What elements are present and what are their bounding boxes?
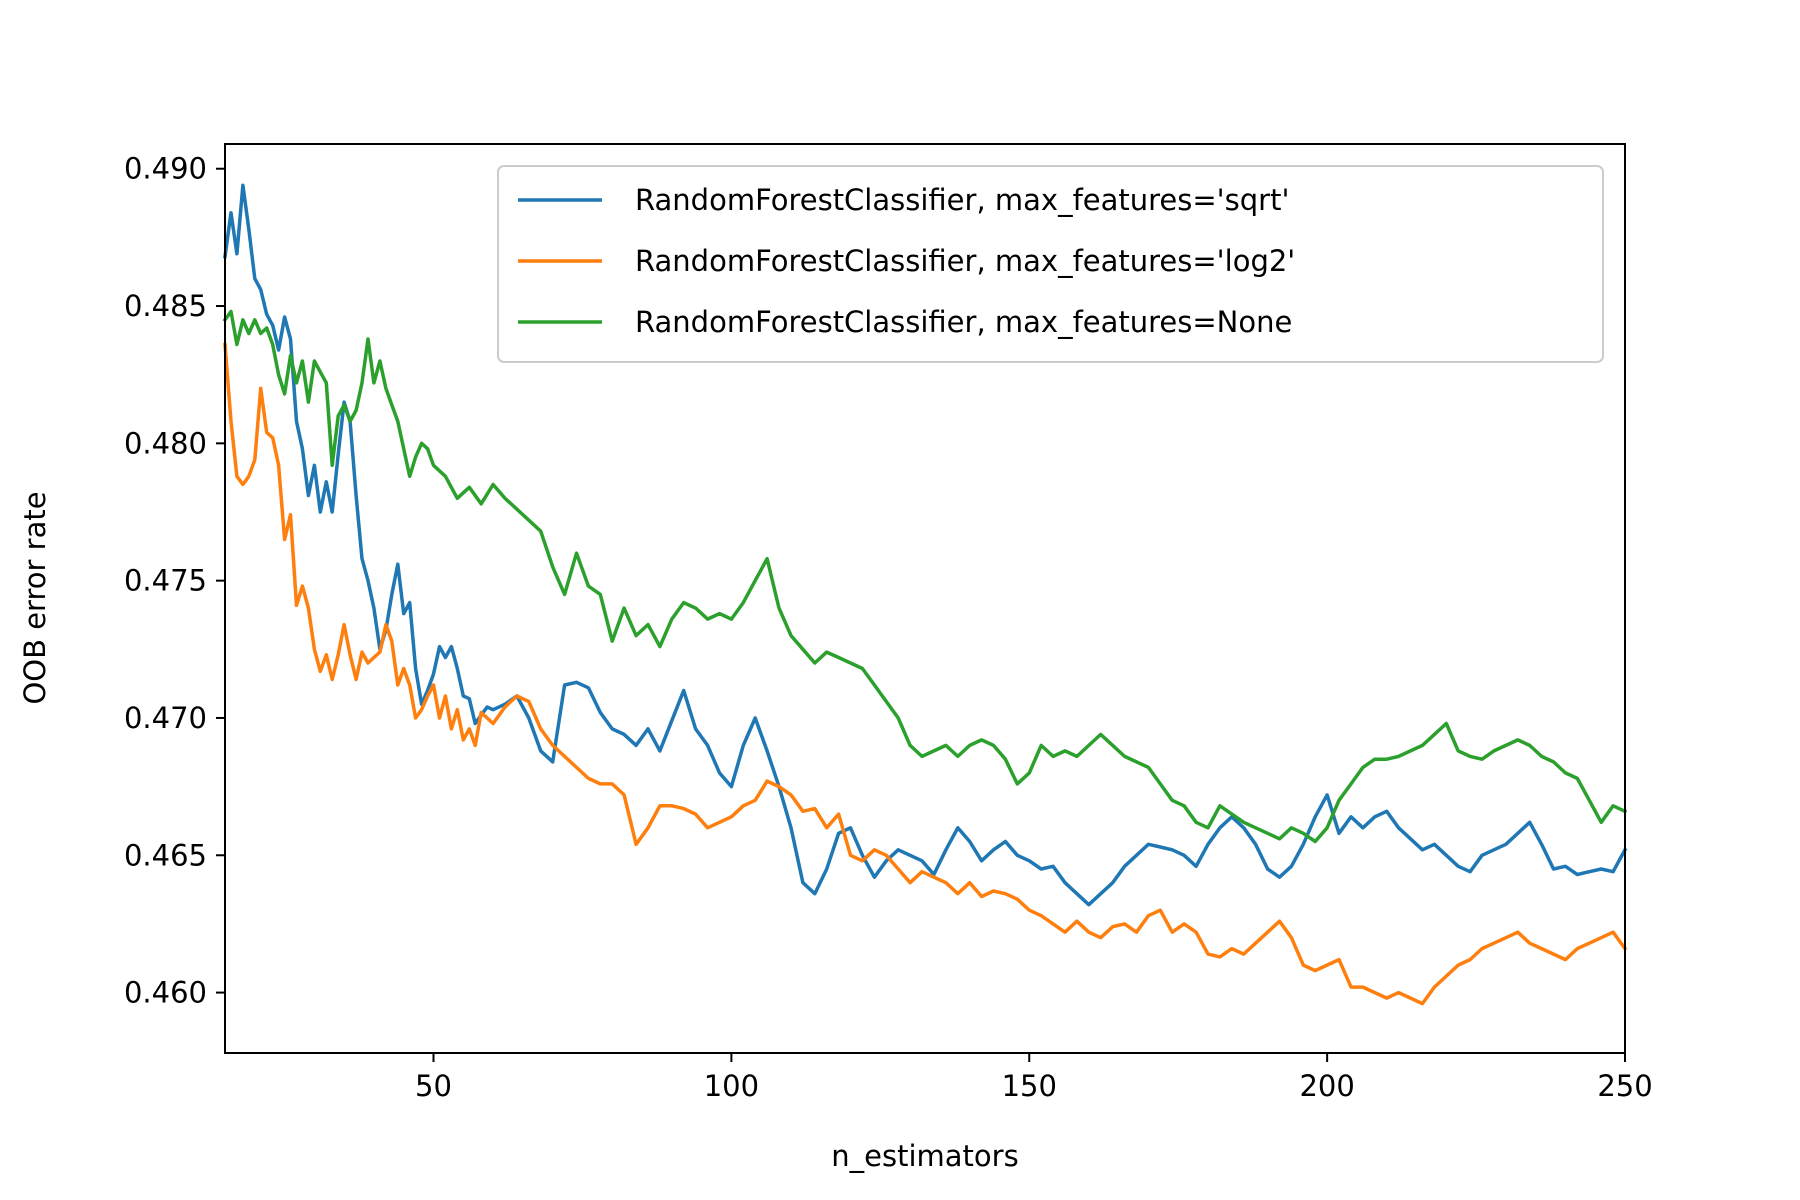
y-tick-label: 0.490 [124, 152, 207, 186]
x-axis: 50 100 150 200 250 [415, 1053, 1653, 1103]
y-tick-label: 0.475 [124, 564, 207, 598]
series-line-3 [222, 309, 1628, 844]
y-axis-label: OOB error rate [18, 491, 52, 704]
y-tick-label: 0.485 [124, 289, 207, 323]
y-axis: 0.460 0.465 0.470 0.475 0.480 0.485 0.490 [124, 152, 225, 1010]
series-line-1 [223, 183, 1628, 907]
series-layer [222, 183, 1628, 1006]
legend-box [497, 165, 1604, 363]
y-tick-label: 0.480 [124, 426, 207, 460]
y-tick-label: 0.465 [124, 838, 207, 872]
x-tick-label: 100 [704, 1069, 759, 1103]
series-line-2 [223, 342, 1628, 1006]
plot-frame [224, 143, 1626, 1054]
x-tick-label: 50 [415, 1069, 452, 1103]
x-tick-label: 200 [1299, 1069, 1354, 1103]
x-tick-label: 250 [1597, 1069, 1652, 1103]
x-tick-label: 150 [1002, 1069, 1057, 1103]
legend-label-1: RandomForestClassifier, max_features='sq… [635, 183, 1289, 217]
legend: RandomForestClassifier, max_features='sq… [497, 165, 1604, 363]
y-tick-label: 0.470 [124, 701, 207, 735]
x-axis-label: n_estimators [831, 1139, 1018, 1173]
legend-label-3: RandomForestClassifier, max_features=Non… [635, 305, 1292, 339]
legend-label-2: RandomForestClassifier, max_features='lo… [635, 244, 1295, 278]
y-tick-label: 0.460 [124, 976, 207, 1010]
